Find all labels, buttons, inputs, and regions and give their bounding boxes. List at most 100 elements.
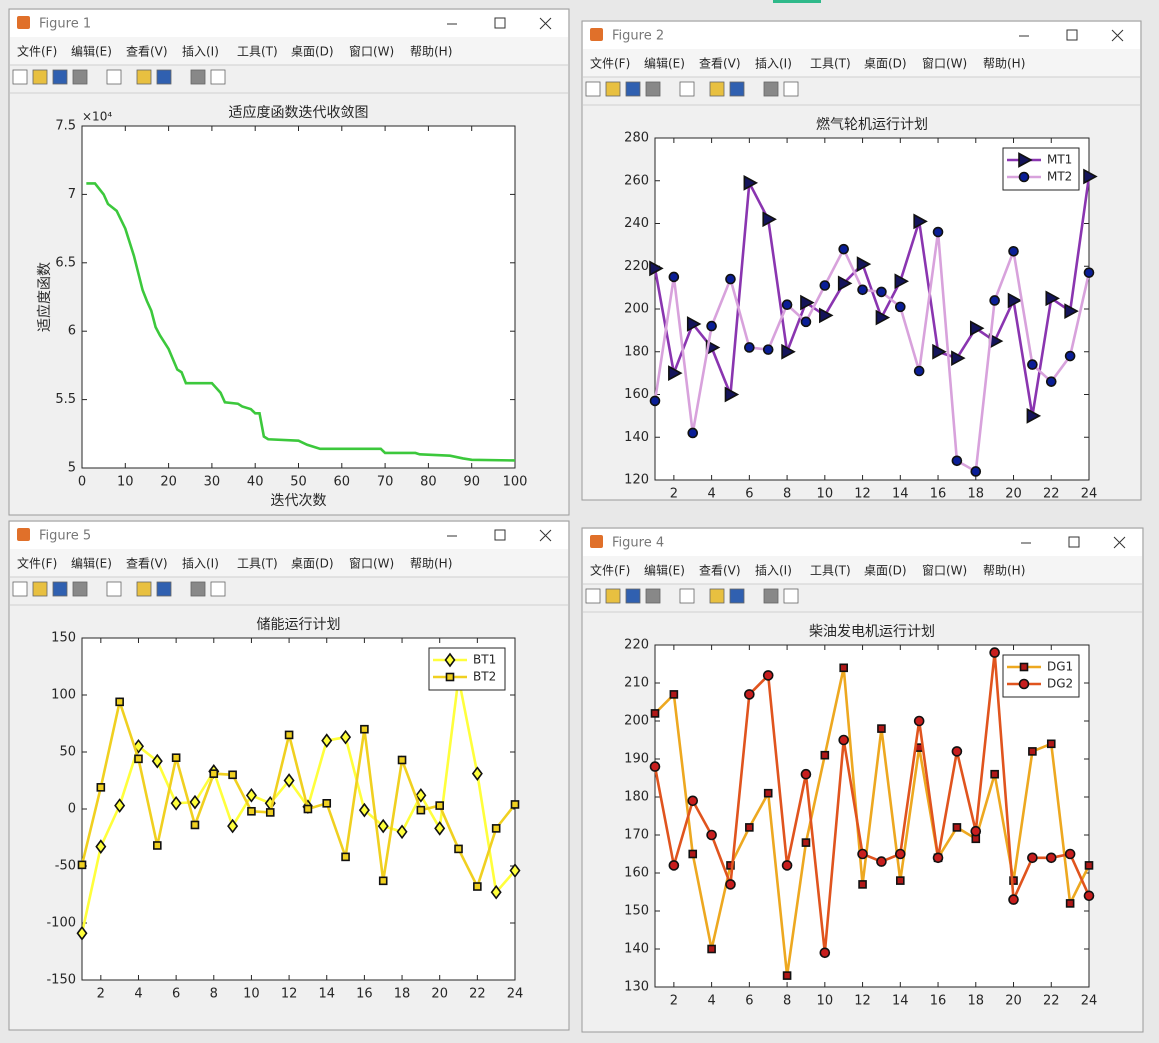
y-tick-label: 5 <box>68 461 76 476</box>
toolbar-button[interactable] <box>645 588 661 604</box>
marker <box>454 844 463 854</box>
x-tick-label: 40 <box>247 475 264 490</box>
toolbar-button[interactable] <box>625 588 641 604</box>
marker <box>932 226 944 238</box>
toolbar-button[interactable] <box>72 69 88 85</box>
menu-item[interactable]: 编辑(E) <box>644 56 685 71</box>
marker <box>838 243 849 255</box>
menu-item[interactable]: 工具(T) <box>810 57 851 71</box>
marker <box>1083 267 1095 278</box>
marker <box>415 787 427 803</box>
menu-item[interactable]: 编辑(E) <box>71 556 112 571</box>
close-button[interactable] <box>1113 536 1126 549</box>
menu-item[interactable]: 查看(V) <box>126 45 168 59</box>
menu-item[interactable]: 工具(T) <box>810 564 851 578</box>
toolbar-button[interactable] <box>679 588 695 604</box>
menu-item[interactable]: 文件(F) <box>17 556 57 571</box>
maximize-button[interactable] <box>494 529 506 541</box>
toolbar-button[interactable] <box>12 581 28 597</box>
toolbar-button[interactable] <box>32 69 48 85</box>
toolbar-button[interactable] <box>136 69 152 85</box>
toolbar-button[interactable] <box>605 81 621 97</box>
legend-marker <box>1018 678 1030 690</box>
marker <box>970 825 982 837</box>
toolbar-button[interactable] <box>763 81 779 97</box>
menu-item[interactable]: 帮助(H) <box>983 57 1025 71</box>
toolbar-button[interactable] <box>585 588 601 604</box>
toolbar-button[interactable] <box>106 581 122 597</box>
menu-item[interactable]: 文件(F) <box>590 563 630 578</box>
close-button[interactable] <box>1111 29 1124 42</box>
toolbar-button[interactable] <box>783 81 799 97</box>
toolbar-button[interactable] <box>32 581 48 597</box>
menu-item[interactable]: 查看(V) <box>699 57 741 71</box>
toolbar-button[interactable] <box>210 69 226 85</box>
toolbar-button[interactable] <box>625 81 641 97</box>
y-axis-label: 适应度函数 <box>36 262 53 332</box>
marker <box>932 343 947 360</box>
menu-item[interactable]: 编辑(E) <box>71 44 112 59</box>
maximize-button[interactable] <box>1068 536 1080 548</box>
marker <box>724 386 740 403</box>
menu-item[interactable]: 桌面(D) <box>291 557 334 571</box>
toolbar-button[interactable] <box>136 581 152 597</box>
toolbar-button[interactable] <box>783 588 799 604</box>
toolbar-button[interactable] <box>605 588 621 604</box>
toolbar-button[interactable] <box>52 69 68 85</box>
menu-item[interactable]: 编辑(E) <box>644 563 685 578</box>
toolbar-button[interactable] <box>709 81 725 97</box>
maximize-button[interactable] <box>1066 29 1078 41</box>
marker <box>1026 408 1042 424</box>
toolbar-button[interactable] <box>12 69 28 85</box>
x-tick-label: 12 <box>281 987 298 1002</box>
menu-item[interactable]: 插入(I) <box>182 45 219 59</box>
x-tick-label: 12 <box>854 994 871 1009</box>
toolbar-button[interactable] <box>763 588 779 604</box>
menu-item[interactable]: 窗口(W) <box>349 45 394 59</box>
marker <box>989 295 1000 306</box>
menu-item[interactable]: 桌面(D) <box>864 57 907 71</box>
menu-item[interactable]: 桌面(D) <box>864 564 907 578</box>
menu-item[interactable]: 插入(I) <box>755 57 792 71</box>
menu-item[interactable]: 工具(T) <box>237 45 278 59</box>
marker <box>951 350 966 367</box>
toolbar-button[interactable] <box>645 81 661 97</box>
menu-item[interactable]: 查看(V) <box>699 564 741 578</box>
menu-item[interactable]: 帮助(H) <box>983 564 1025 578</box>
toolbar-button[interactable] <box>729 588 745 604</box>
menu-item[interactable]: 窗口(W) <box>349 557 394 571</box>
toolbar-button[interactable] <box>679 81 695 97</box>
marker <box>762 670 774 681</box>
menu-item[interactable]: 插入(I) <box>182 557 219 571</box>
toolbar-button[interactable] <box>52 581 68 597</box>
toolbar-button[interactable] <box>729 81 745 97</box>
marker <box>509 863 521 878</box>
toolbar-button[interactable] <box>156 69 172 85</box>
menu-item[interactable]: 帮助(H) <box>410 45 452 59</box>
toolbar-button[interactable] <box>106 69 122 85</box>
marker <box>114 798 126 813</box>
menu-item[interactable]: 窗口(W) <box>922 57 967 71</box>
menu-item[interactable]: 桌面(D) <box>291 45 334 59</box>
close-button[interactable] <box>539 17 552 30</box>
toolbar-button[interactable] <box>72 581 88 597</box>
menu-item[interactable]: 插入(I) <box>755 564 792 578</box>
toolbar-button[interactable] <box>190 69 206 85</box>
menu-item[interactable]: 文件(F) <box>590 56 630 71</box>
marker <box>227 818 239 834</box>
menu-item[interactable]: 窗口(W) <box>922 564 967 578</box>
menu-item[interactable]: 查看(V) <box>126 557 168 571</box>
toolbar-button[interactable] <box>156 581 172 597</box>
marker <box>134 754 143 764</box>
toolbar-button[interactable] <box>210 581 226 597</box>
toolbar-button[interactable] <box>709 588 725 604</box>
menu-item[interactable]: 文件(F) <box>17 44 57 59</box>
marker <box>1065 899 1075 908</box>
menu-item[interactable]: 工具(T) <box>237 557 278 571</box>
maximize-button[interactable] <box>494 17 506 29</box>
close-button[interactable] <box>539 529 552 542</box>
toolbar-button[interactable] <box>190 581 206 597</box>
toolbar-button[interactable] <box>585 81 601 97</box>
y-tick-label: 150 <box>51 631 76 646</box>
menu-item[interactable]: 帮助(H) <box>410 557 452 571</box>
